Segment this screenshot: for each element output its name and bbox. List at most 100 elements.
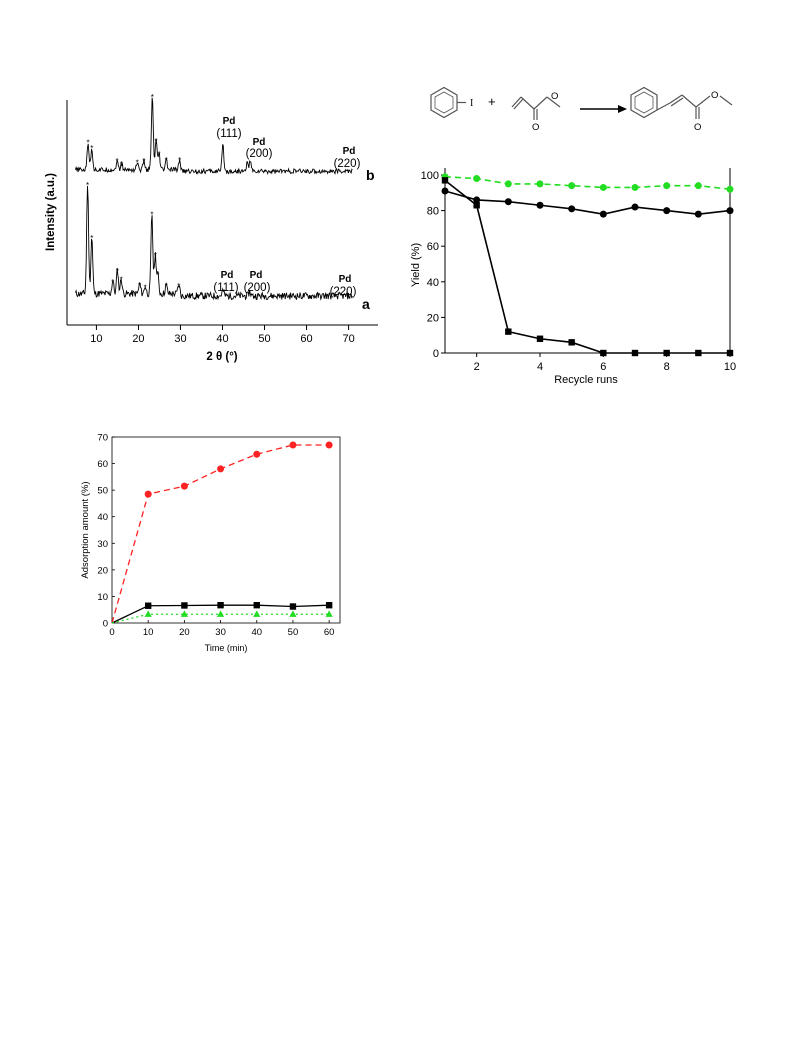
xrd-b-pd111-label: Pd: [223, 116, 236, 127]
yield-point: [726, 349, 734, 357]
yield-x-tick-label: 4: [537, 361, 543, 373]
adsorption-point: [216, 610, 225, 617]
adsorption-point: [144, 602, 152, 609]
methyl-acrylate-structure: [511, 96, 561, 120]
yield-point: [726, 207, 734, 215]
zeolite-peak-star: *: [155, 137, 158, 146]
yield-series-line-2: [444, 179, 730, 354]
zeolite-peak-star: *: [165, 282, 168, 291]
adsorption-x-tick-label: 40: [251, 627, 262, 638]
adsorption-x-tick-label: 50: [288, 627, 299, 638]
xrd-x-tick-label: 60: [300, 333, 312, 345]
xrd-series-b-label: b: [366, 167, 375, 183]
acrylate-ester-oxygen: O: [551, 91, 558, 102]
yield-series: [441, 173, 734, 357]
yield-x-axis-label: Recycle runs: [554, 374, 618, 386]
xrd-a-pd200-hkl: (200): [244, 282, 271, 294]
zeolite-peak-star: *: [178, 156, 181, 165]
yield-y-tick-label: 100: [421, 170, 439, 182]
adsorption-x-axis-label: Time (min): [205, 643, 248, 653]
zeolite-peak-star: *: [86, 181, 89, 190]
xrd-a-pd220-hkl: (220): [330, 286, 357, 298]
adsorption-point: [181, 602, 188, 609]
xrd-chart: 10 20 30 40 50 60 70 Intensity (a.u.) 2 θ (°) …: [45, 93, 378, 363]
adsorption-point: [180, 482, 188, 490]
adsorption-point: [289, 610, 297, 617]
adsorption-y-tick-label: 70: [97, 433, 108, 444]
reaction-scheme: I + O O O O: [430, 86, 733, 133]
yield-y-tick-label: 20: [427, 312, 439, 324]
yield-point: [663, 349, 670, 357]
adsorption-point: [217, 601, 224, 609]
adsorption-point: [289, 441, 297, 449]
adsorption-y-tick-label: 40: [97, 512, 108, 523]
zeolite-peak-star: *: [151, 93, 154, 102]
zeolite-peak-star: *: [111, 278, 114, 287]
yield-point: [504, 198, 512, 206]
arrow-head: [618, 105, 627, 113]
yield-x-tick-label: 2: [474, 361, 480, 373]
adsorption-y-axis-label: Adsorption amount (%): [80, 481, 91, 578]
adsorption-ticks: 0 10 20 30 40 50 60 70 0 10 20 30 40 50 60: [97, 433, 334, 639]
plus-sign: +: [488, 94, 496, 109]
adsorption-x-tick-label: 0: [109, 627, 114, 638]
zeolite-peak-star: *: [142, 157, 145, 166]
yield-ticks: 0 20 40 60 80 100 2 4 6 8 10: [421, 170, 736, 373]
yield-chart: 0 20 40 60 80 100 2 4 6 8 10 Yield (%) Recycle run…: [410, 168, 736, 386]
yield-point: [473, 175, 481, 183]
zeolite-peak-star: *: [120, 276, 123, 285]
zeolite-peak-star: *: [157, 150, 160, 159]
yield-series-line-1: [444, 190, 731, 215]
iodine-label: I: [470, 98, 473, 109]
adsorption-point: [325, 441, 333, 449]
adsorption-x-tick-label: 10: [143, 627, 154, 638]
xrd-pattern-b: [74, 97, 353, 175]
zeolite-peak-star: *: [165, 156, 168, 165]
yield-x-tick-label: 10: [724, 361, 736, 373]
adsorption-point: [253, 610, 261, 617]
yield-point: [631, 349, 639, 357]
adsorption-point: [144, 610, 152, 617]
xrd-b-pd200-label: Pd: [253, 137, 266, 148]
adsorption-point: [253, 601, 260, 609]
xrd-x-tick-label: 20: [132, 333, 144, 345]
adsorption-y-tick-label: 0: [103, 619, 108, 630]
adsorption-y-tick-label: 60: [97, 459, 108, 470]
zeolite-peak-star: *: [116, 267, 119, 276]
adsorption-point: [253, 450, 261, 458]
yield-point: [726, 185, 734, 193]
xrd-x-axis-label: 2 θ (°): [206, 351, 237, 363]
yield-point: [505, 328, 512, 335]
zeolite-peak-star: *: [90, 234, 93, 243]
yield-x-tick-label: 6: [600, 361, 606, 373]
zeolite-peak-star: *: [150, 211, 153, 220]
adsorption-x-tick-label: 30: [215, 627, 226, 638]
yield-point: [536, 180, 544, 188]
zeolite-peak-star: *: [120, 160, 123, 169]
yield-y-tick-label: 80: [427, 206, 439, 218]
adsorption-point: [325, 601, 333, 609]
zeolite-peak-star: *: [177, 282, 180, 291]
acrylate-carbonyl-oxygen: O: [532, 122, 539, 133]
xrd-a-pd111-hkl: (111): [213, 282, 238, 294]
yield-point: [694, 210, 702, 218]
adsorption-point: [217, 465, 225, 473]
yield-point: [568, 339, 575, 346]
xrd-a-pd220-label: Pd: [339, 274, 352, 285]
cinnamate-carbonyl-oxygen: O: [694, 122, 701, 133]
cinnamate-ester-oxygen: O: [711, 90, 718, 101]
adsorption-y-tick-label: 20: [97, 565, 108, 576]
yield-point: [631, 183, 639, 191]
xrd-x-tick-label: 70: [342, 333, 354, 345]
xrd-x-tick-label: 50: [258, 333, 270, 345]
adsorption-x-tick-label: 20: [179, 627, 190, 638]
yield-point: [599, 183, 607, 191]
yield-y-tick-label: 60: [427, 241, 439, 253]
xrd-series-a-label: a: [362, 296, 370, 312]
zeolite-peak-star: *: [156, 271, 159, 280]
yield-point: [473, 196, 481, 204]
yield-point: [568, 182, 576, 190]
yield-point: [536, 335, 544, 342]
yield-point: [631, 203, 639, 211]
zeolite-peak-star: *: [144, 283, 147, 292]
